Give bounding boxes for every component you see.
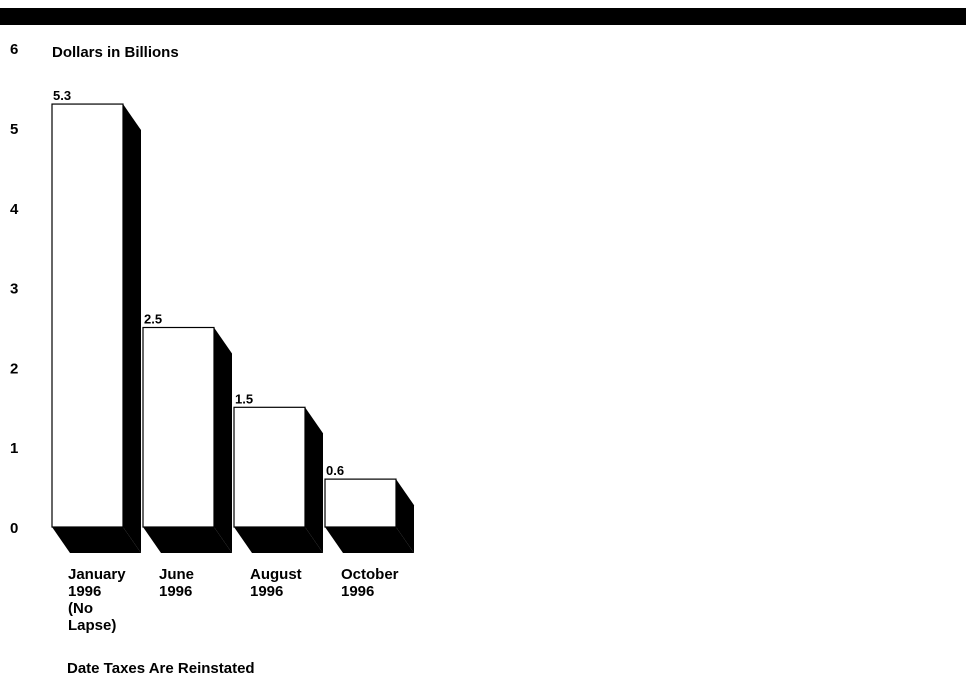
bar-floor xyxy=(52,527,141,553)
x-tick-label: June 1996 xyxy=(159,566,194,600)
bar-floor xyxy=(325,527,414,553)
x-tick-label: August 1996 xyxy=(250,566,302,600)
x-tick-label: January 1996 (No Lapse) xyxy=(68,566,126,634)
y-tick-label: 2 xyxy=(10,360,18,377)
y-axis-title: Dollars in Billions xyxy=(52,44,179,61)
bar-value-label: 5.3 xyxy=(53,88,71,103)
y-tick-label: 5 xyxy=(10,121,18,138)
bar xyxy=(142,326,215,528)
bar-side xyxy=(123,104,141,553)
bar-side xyxy=(396,479,414,553)
bar-floor xyxy=(234,527,323,553)
bar-value-label: 1.5 xyxy=(235,391,253,406)
y-tick-label: 3 xyxy=(10,281,18,298)
x-tick-label: October 1996 xyxy=(341,566,399,600)
y-tick-label: 0 xyxy=(10,520,18,537)
bar xyxy=(51,103,124,528)
bar-value-label: 0.6 xyxy=(326,463,344,478)
y-tick-label: 4 xyxy=(10,201,19,218)
y-tick-label: 6 xyxy=(10,41,18,58)
bar xyxy=(324,478,397,528)
y-tick-label: 1 xyxy=(10,440,18,457)
bar-side xyxy=(305,407,323,553)
bar-value-label: 2.5 xyxy=(144,312,162,327)
top-header-bar xyxy=(0,8,966,25)
x-axis-title: Date Taxes Are Reinstated xyxy=(67,660,255,677)
bar-floor xyxy=(143,527,232,553)
bar-side xyxy=(214,327,232,553)
bar xyxy=(233,406,306,528)
